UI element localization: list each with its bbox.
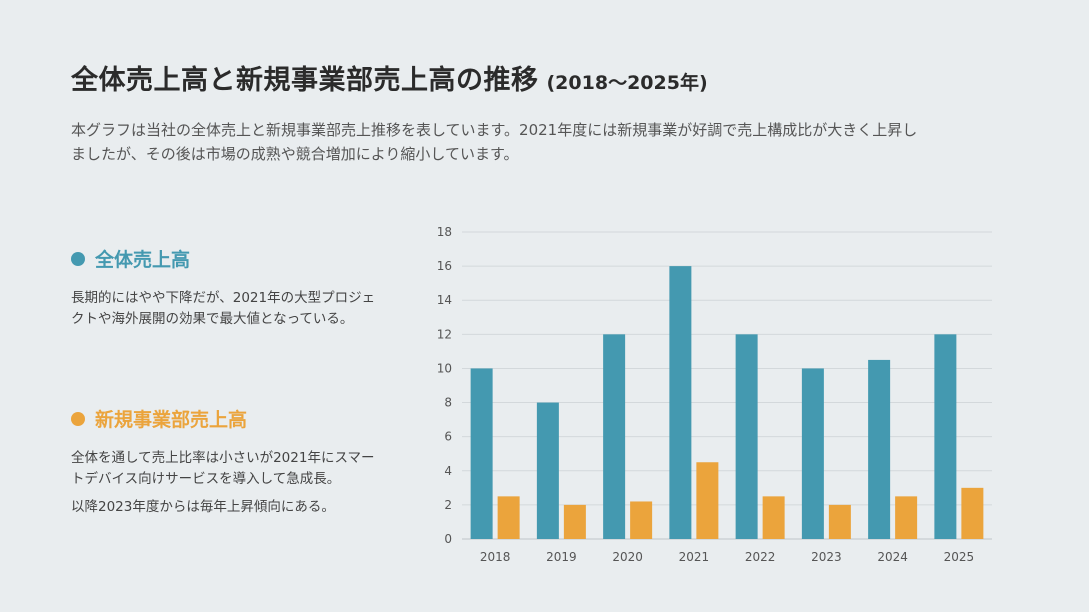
y-tick-label: 14: [437, 293, 452, 307]
bar-new-business-sales-2025: [961, 487, 984, 539]
bar-new-business-sales-2018: [497, 496, 520, 539]
legend-text-total-sales: 長期的にはやや下降だが、2021年の大型プロジェクトや海外展開の効果で最大値とな…: [71, 288, 381, 330]
bar-total-sales-2022: [735, 334, 758, 539]
x-axis-tick-labels: 2018 2019 2020 2021 2022 2023 2024 2025: [480, 550, 974, 564]
y-tick-label: 2: [444, 498, 452, 512]
x-tick-label: 2022: [745, 550, 776, 564]
x-tick-label: 2020: [612, 550, 643, 564]
x-tick-label: 2025: [944, 550, 975, 564]
legend-header-new-business-sales: 新規事業部売上高: [71, 405, 381, 432]
bar-new-business-sales-2022: [762, 496, 785, 539]
x-tick-label: 2023: [811, 550, 842, 564]
legend-label-total-sales: 全体売上高: [95, 249, 191, 271]
legend-block-total-sales: 全体売上高 長期的にはやや下降だが、2021年の大型プロジェクトや海外展開の効果…: [71, 245, 381, 337]
x-tick-label: 2024: [877, 550, 908, 564]
bar-new-business-sales-2023: [828, 504, 851, 539]
y-tick-label: 18: [437, 225, 452, 239]
x-tick-label: 2019: [546, 550, 577, 564]
x-tick-label: 2018: [480, 550, 511, 564]
chart-bars: [470, 266, 984, 539]
y-tick-label: 16: [437, 259, 452, 273]
bar-total-sales-2019: [536, 402, 559, 539]
legend-header-total-sales: 全体売上高: [71, 245, 381, 272]
y-tick-label: 4: [444, 464, 452, 478]
bar-new-business-sales-2024: [895, 496, 918, 539]
bar-total-sales-2025: [934, 334, 957, 539]
legend-dot-icon: [71, 251, 85, 266]
legend-paragraph: 以降2023年度からは毎年上昇傾向にある。: [71, 499, 335, 515]
bar-new-business-sales-2021: [696, 462, 719, 539]
bar-new-business-sales-2020: [630, 501, 653, 539]
legend-paragraph: 長期的にはやや下降だが、2021年の大型プロジェクトや海外展開の効果で最大値とな…: [71, 290, 376, 327]
bar-total-sales-2023: [801, 368, 824, 539]
legend-block-new-business-sales: 新規事業部売上高 全体を通して売上比率は小さいが2021年にスマートデバイス向け…: [71, 405, 381, 525]
bar-new-business-sales-2019: [563, 504, 586, 539]
y-tick-label: 6: [444, 430, 452, 444]
x-tick-label: 2021: [679, 550, 710, 564]
y-tick-label: 10: [437, 361, 452, 375]
bar-total-sales-2024: [868, 359, 891, 539]
legend-dot-icon: [71, 411, 85, 426]
bar-total-sales-2020: [603, 334, 626, 539]
chart-description: 本グラフは当社の全体売上と新規事業部売上推移を表しています。2021年度には新規…: [71, 121, 918, 163]
bar-total-sales-2021: [669, 266, 692, 539]
legend-text-new-business-sales: 全体を通して売上比率は小さいが2021年にスマートデバイス向けサービスを導入して…: [71, 448, 381, 518]
bar-total-sales-2018: [470, 368, 493, 539]
y-axis-tick-labels: 0 2 4 6 8 10 12 14 16 18: [437, 225, 452, 546]
title-row: 全体売上高と新規事業部売上高の推移 (2018〜2025年): [71, 58, 708, 97]
bar-chart: 0 2 4 6 8 10 12 14 16 18 2018 2019 2020 2021 2022 2023…: [437, 225, 992, 564]
page-title: 全体売上高と新規事業部売上高の推移: [71, 65, 539, 96]
y-tick-label: 12: [437, 327, 452, 341]
y-tick-label: 0: [444, 532, 452, 546]
legend-label-new-business-sales: 新規事業部売上高: [95, 409, 248, 431]
legend-paragraph: 全体を通して売上比率は小さいが2021年にスマートデバイス向けサービスを導入して…: [71, 450, 375, 487]
y-tick-label: 8: [444, 396, 452, 410]
title-year-range: (2018〜2025年): [546, 72, 708, 94]
